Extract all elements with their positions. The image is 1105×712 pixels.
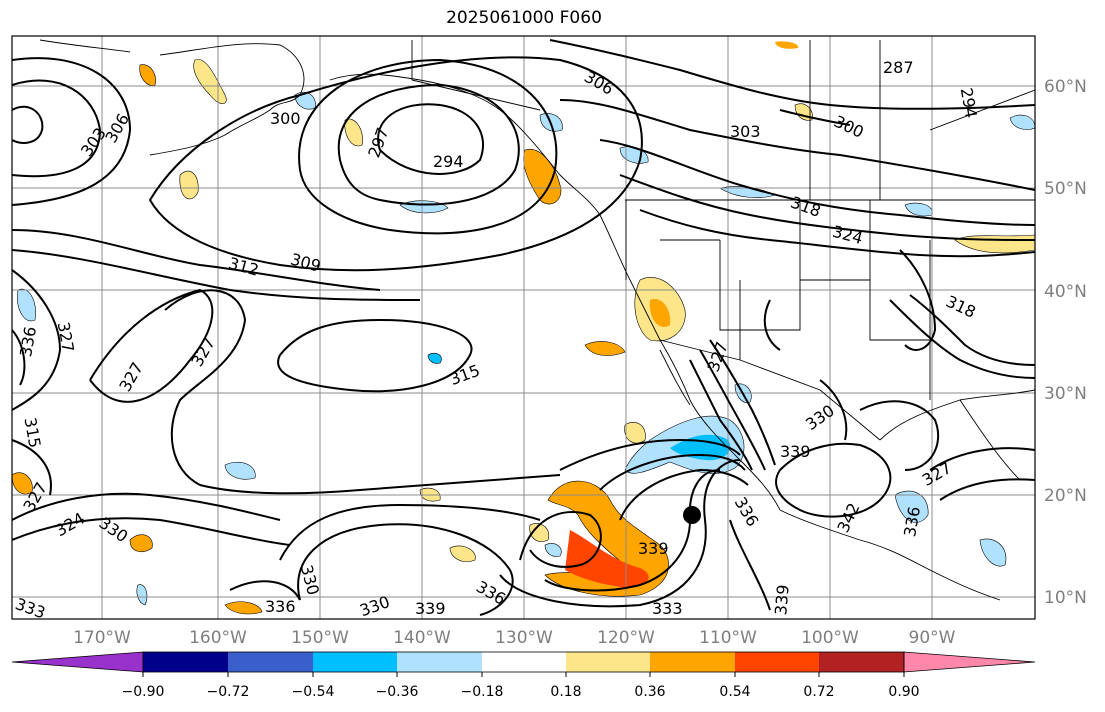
positive-shading xyxy=(12,41,1035,615)
colorbar-tick-label: −0.36 xyxy=(376,684,419,700)
contour-label: 336 xyxy=(265,597,296,616)
colorbar-bin xyxy=(566,652,650,672)
coastlines xyxy=(39,39,1035,601)
contour-label: 339 xyxy=(771,584,793,616)
contour-label: 300 xyxy=(270,109,301,128)
map-title: 2025061000 F060 xyxy=(446,8,602,28)
colorbar: −0.90 −0.72 −0.54 −0.36 −0.18 0.18 0.36 … xyxy=(11,651,1036,700)
graticule xyxy=(12,36,1035,619)
colorbar-bin xyxy=(397,652,482,672)
contour-lines xyxy=(12,39,1035,616)
colorbar-tick-label: 0.18 xyxy=(550,684,581,700)
colorbar-tick-label: −0.54 xyxy=(292,684,335,700)
lat-label: 20°N xyxy=(1044,486,1087,506)
colorbar-tick-label: 0.54 xyxy=(719,684,750,700)
colorbar-bin xyxy=(313,652,397,672)
lat-label: 30°N xyxy=(1044,384,1087,404)
colorbar-bin xyxy=(228,652,313,672)
colorbar-tick-label: 0.36 xyxy=(634,684,665,700)
lon-label: 100°W xyxy=(801,628,859,648)
colorbar-bin xyxy=(819,652,904,672)
lon-label: 90°W xyxy=(909,628,956,648)
lon-label: 160°W xyxy=(189,628,247,648)
contour-label: 303 xyxy=(730,122,761,141)
lon-label: 130°W xyxy=(495,628,553,648)
contour-label: 333 xyxy=(652,599,683,618)
longitude-labels: 170°W 160°W 150°W 140°W 130°W 120°W 110°… xyxy=(73,628,956,648)
lon-label: 140°W xyxy=(393,628,451,648)
map-frame xyxy=(11,35,1036,620)
colorbar-high-extend xyxy=(903,651,1036,673)
colorbar-tick-label: −0.18 xyxy=(461,684,504,700)
lat-label: 10°N xyxy=(1044,588,1087,608)
colorbar-tick-label: −0.72 xyxy=(207,684,250,700)
lat-label: 60°N xyxy=(1044,77,1087,97)
colorbar-bin xyxy=(482,652,566,672)
colorbar-bin xyxy=(143,652,228,672)
colorbar-low-extend xyxy=(11,651,144,673)
colorbar-tick-label: 0.90 xyxy=(888,684,919,700)
colorbar-tick-label: −0.90 xyxy=(122,684,165,700)
lon-label: 150°W xyxy=(291,628,349,648)
latitude-labels: 60°N 50°N 40°N 30°N 20°N 10°N xyxy=(1044,77,1087,608)
lon-label: 120°W xyxy=(597,628,655,648)
colorbar-tick-label: 0.72 xyxy=(803,684,834,700)
colorbar-bin xyxy=(650,652,735,672)
colorbar-bin xyxy=(735,652,819,672)
contour-label: 287 xyxy=(883,58,914,77)
lat-label: 40°N xyxy=(1044,282,1087,302)
storm-center-marker xyxy=(683,506,701,524)
contour-label: 339 xyxy=(780,442,811,461)
colorbar-frame xyxy=(142,651,905,673)
lon-label: 170°W xyxy=(73,628,131,648)
negative-shading xyxy=(17,91,1035,606)
contour-label: 339 xyxy=(415,599,446,618)
lat-label: 50°N xyxy=(1044,179,1087,199)
lon-label: 110°W xyxy=(699,628,757,648)
contour-label: 339 xyxy=(638,539,669,558)
contour-label: 294 xyxy=(433,152,464,171)
